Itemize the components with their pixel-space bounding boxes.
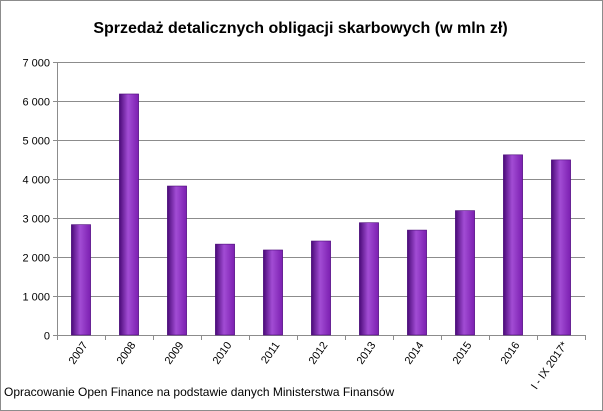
axes: [53, 62, 586, 340]
x-tick-label: 2008: [115, 340, 139, 367]
source-note: Opracowanie Open Finance na podstawie da…: [4, 385, 395, 399]
bar-2012: [311, 240, 331, 336]
bar-2010: [215, 243, 235, 336]
x-tick-label: 2010: [211, 340, 235, 367]
x-tick-label: 2014: [403, 340, 427, 367]
x-tick-label: 2016: [499, 340, 523, 367]
y-tick-label: 4 000: [22, 175, 50, 187]
y-tick-label: 7 000: [22, 58, 50, 70]
x-tick-label: 2012: [307, 340, 331, 367]
y-tick-label: 1 000: [22, 292, 50, 304]
x-tick-label: 2011: [259, 340, 282, 366]
gridlines: [57, 62, 585, 297]
y-tick-labels: 0 1 000 2 000 3 000 4 000 5 000 6 000 7 000: [22, 58, 50, 343]
bar-2014: [407, 229, 427, 336]
x-tick-label: 2013: [355, 340, 379, 367]
y-tick-label: 0: [44, 331, 50, 343]
chart-title: Sprzedaż detalicznych obligacji skarbowy…: [93, 20, 508, 37]
bar-2009: [167, 185, 187, 336]
y-tick-label: 3 000: [22, 214, 50, 226]
bar-2015: [455, 210, 475, 336]
x-tick-label: 2009: [163, 340, 187, 367]
x-tick-labels: 2007 2008 2009 2010 2011 2012 2013 2014 2015 2016…: [67, 339, 571, 392]
x-tick-label: 2007: [67, 340, 91, 367]
bars: [71, 93, 571, 336]
bar-2013: [359, 222, 379, 336]
y-tick-label: 5 000: [22, 136, 50, 148]
bar-2008: [119, 93, 139, 336]
bar-2016: [503, 154, 523, 336]
bar-2011: [263, 249, 283, 336]
y-tick-label: 2 000: [22, 253, 50, 265]
bar-I - IX 2017*: [551, 159, 571, 336]
bar-2007: [71, 224, 91, 336]
x-tick-label: 2015: [451, 340, 475, 367]
y-tick-label: 6 000: [22, 97, 50, 109]
x-tick-label: I - IX 2017*: [529, 339, 571, 392]
